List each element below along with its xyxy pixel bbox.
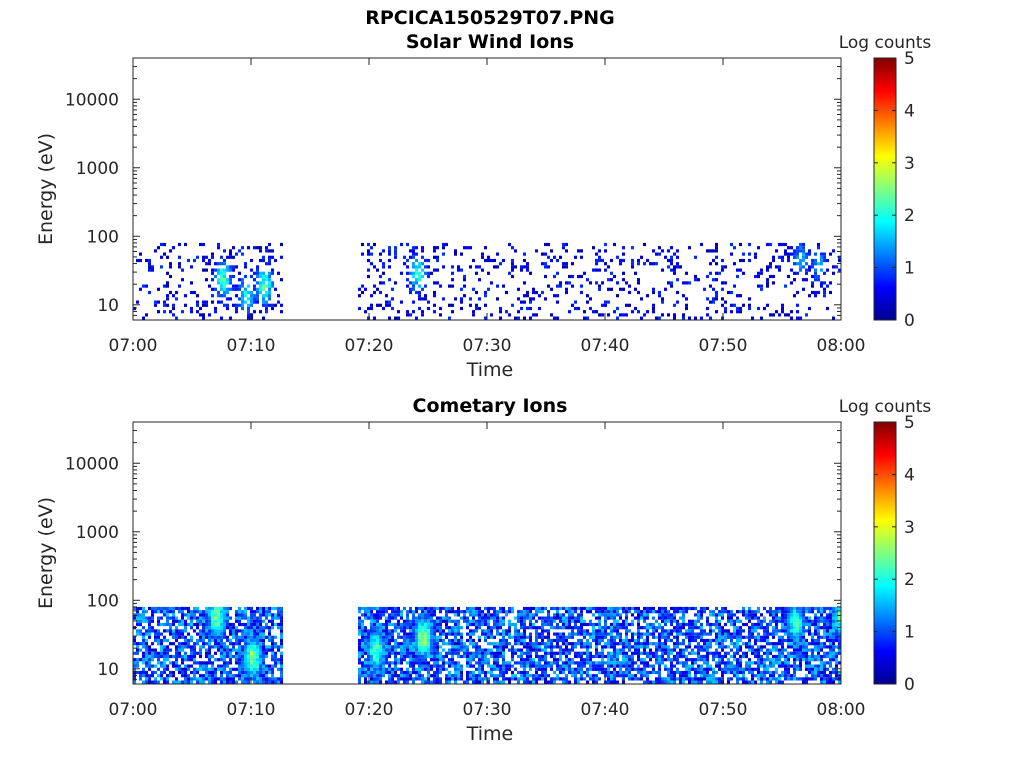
y-tick-label: 1000 [76, 523, 119, 543]
colorbar-tick-label: 1 [904, 259, 915, 279]
x-tick-label: 07:30 [463, 336, 512, 356]
y-tick-label: 10000 [65, 90, 119, 110]
x-tick-label: 07:50 [699, 700, 748, 720]
x-tick-label: 07:40 [581, 700, 630, 720]
colorbar-tick-label: 4 [904, 101, 915, 121]
x-tick-label: 07:10 [227, 700, 276, 720]
y-tick-label: 10 [97, 660, 119, 680]
colorbar-tick-label: 0 [904, 311, 915, 331]
y-tick-label: 100 [87, 227, 119, 247]
y-tick-label: 100 [87, 591, 119, 611]
colorbar-tick-label: 2 [904, 570, 915, 590]
x-tick-label: 08:00 [817, 700, 866, 720]
y-tick-label: 1000 [76, 159, 119, 179]
x-axis-label: Time [466, 359, 514, 381]
colorbar-label: Log counts [839, 33, 932, 53]
panel-title: Cometary Ions [413, 395, 568, 417]
colorbar-tick-label: 4 [904, 465, 915, 485]
colorbar-label: Log counts [839, 397, 932, 417]
colorbar-gradient [874, 422, 896, 684]
figure-title: RPCICA150529T07.PNG [365, 7, 615, 29]
spectrogram [133, 243, 841, 323]
x-tick-label: 07:00 [109, 336, 158, 356]
x-tick-label: 07:50 [699, 336, 748, 356]
y-axis-label: Energy (eV) [35, 133, 57, 245]
colorbar-tick-label: 3 [904, 518, 915, 538]
colorbar-tick-label: 0 [904, 675, 915, 695]
y-axis-label: Energy (eV) [35, 497, 57, 609]
x-tick-label: 08:00 [817, 336, 866, 356]
x-tick-label: 07:20 [345, 700, 394, 720]
y-tick-label: 10 [97, 296, 119, 316]
x-tick-label: 07:20 [345, 336, 394, 356]
x-axis-label: Time [466, 723, 514, 745]
x-tick-label: 07:10 [227, 336, 276, 356]
x-tick-label: 07:30 [463, 700, 512, 720]
panel-title: Solar Wind Ions [406, 31, 574, 53]
colorbar-tick-label: 3 [904, 154, 915, 174]
y-tick-label: 10000 [65, 454, 119, 474]
spectrogram [133, 607, 841, 687]
colorbar-tick-label: 1 [904, 623, 915, 643]
x-tick-label: 07:40 [581, 336, 630, 356]
colorbar-tick-label: 2 [904, 206, 915, 226]
colorbar-gradient [874, 58, 896, 320]
x-tick-label: 07:00 [109, 700, 158, 720]
